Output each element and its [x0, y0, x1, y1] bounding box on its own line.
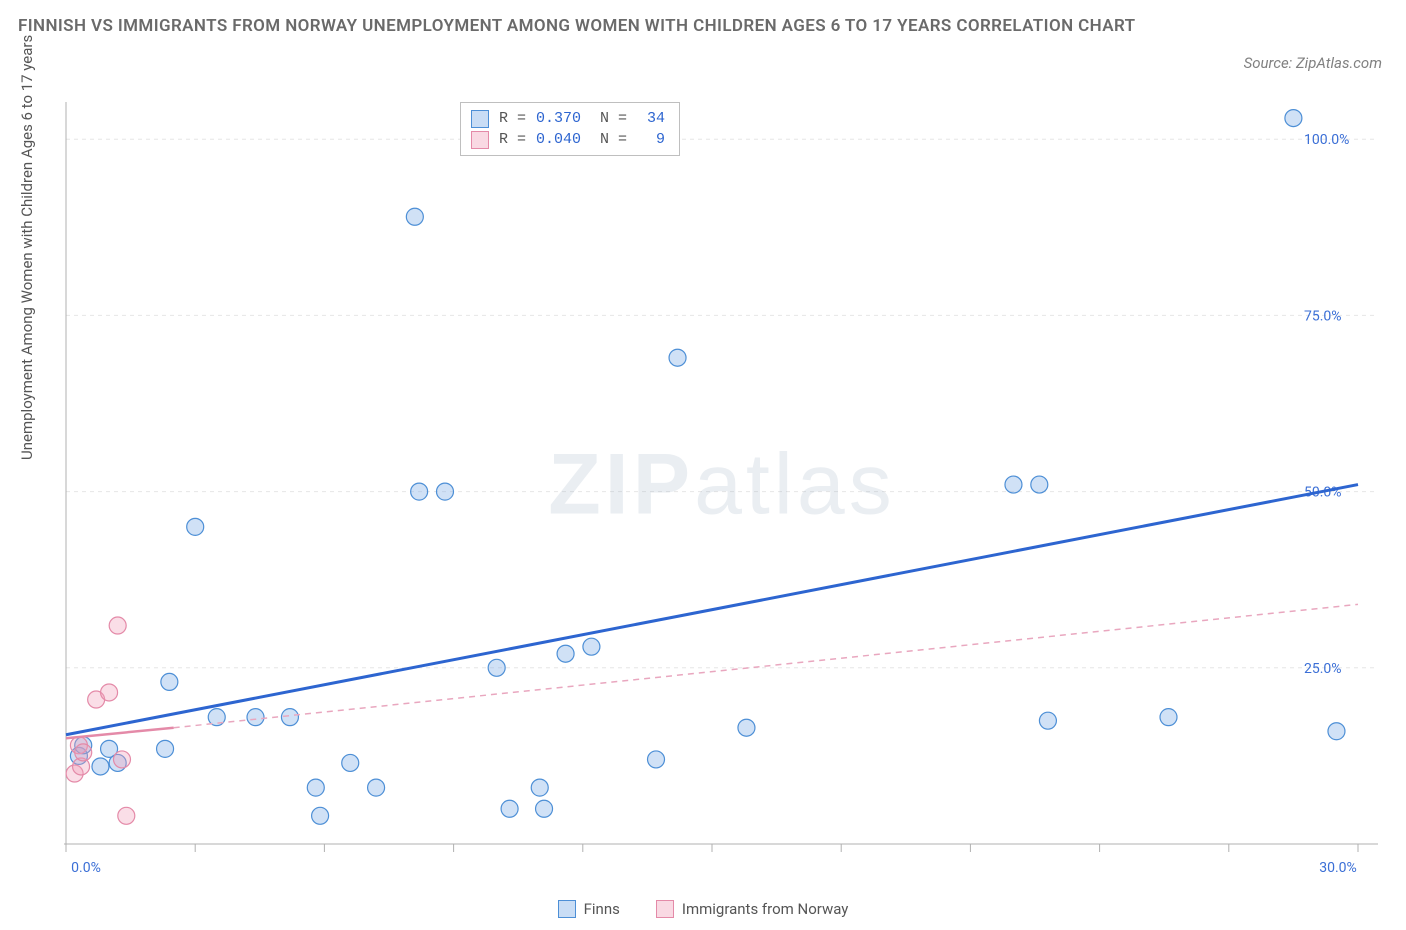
point-finns: [187, 518, 204, 535]
legend-swatch-norway: [656, 900, 674, 918]
point-finns: [738, 719, 755, 736]
point-finns: [583, 638, 600, 655]
point-finns: [1031, 476, 1048, 493]
point-finns: [307, 779, 324, 796]
n-value: 9: [637, 129, 665, 150]
point-finns: [1005, 476, 1022, 493]
point-finns: [342, 754, 359, 771]
point-finns: [557, 645, 574, 662]
trend-line-finns: [66, 485, 1358, 735]
trend-line-norway-extrapolated: [174, 604, 1358, 727]
r-label: R =: [499, 108, 526, 129]
point-finns: [531, 779, 548, 796]
stats-row: R = 0.370 N = 34: [471, 108, 665, 129]
point-norway: [118, 807, 135, 824]
legend-item-norway: Immigrants from Norway: [656, 900, 849, 918]
point-finns: [406, 208, 423, 225]
point-finns: [368, 779, 385, 796]
point-finns: [312, 807, 329, 824]
point-norway: [101, 684, 118, 701]
point-finns: [488, 659, 505, 676]
legend-label: Finns: [584, 900, 620, 918]
plot-svg: 0.0%30.0%25.0%50.0%75.0%100.0%: [62, 100, 1382, 880]
point-finns: [411, 483, 428, 500]
stats-legend-box: R = 0.370 N = 34 R = 0.040 N = 9: [460, 102, 680, 156]
legend-swatch-finns: [558, 900, 576, 918]
chart-title: FINNISH VS IMMIGRANTS FROM NORWAY UNEMPL…: [18, 14, 1138, 40]
n-label: N =: [600, 108, 627, 129]
legend-swatch-finns: [471, 110, 489, 128]
point-finns: [161, 673, 178, 690]
legend-label: Immigrants from Norway: [682, 900, 849, 918]
n-value: 34: [637, 108, 665, 129]
point-finns: [1039, 712, 1056, 729]
point-norway: [113, 751, 130, 768]
r-value: 0.370: [536, 108, 590, 129]
r-label: R =: [499, 129, 526, 150]
y-tick-label: 100.0%: [1304, 132, 1349, 148]
scatter-plot: ZIPatlas 0.0%30.0%25.0%50.0%75.0%100.0%: [62, 100, 1382, 880]
x-tick-label: 30.0%: [1319, 860, 1357, 876]
point-finns: [1328, 723, 1345, 740]
point-finns: [648, 751, 665, 768]
point-norway: [75, 744, 92, 761]
point-finns: [536, 800, 553, 817]
point-finns: [501, 800, 518, 817]
point-finns: [92, 758, 109, 775]
point-finns: [247, 709, 264, 726]
r-value: 0.040: [536, 129, 590, 150]
point-finns: [281, 709, 298, 726]
source-attribution: Source: ZipAtlas.com: [1244, 54, 1382, 72]
y-tick-label: 25.0%: [1304, 661, 1342, 677]
point-norway: [109, 617, 126, 634]
y-tick-label: 75.0%: [1304, 308, 1342, 324]
y-axis-label: Unemployment Among Women with Children A…: [18, 35, 36, 460]
point-finns: [1160, 709, 1177, 726]
x-tick-label: 0.0%: [71, 860, 101, 876]
point-finns: [669, 349, 686, 366]
point-finns: [157, 740, 174, 757]
n-label: N =: [600, 129, 627, 150]
point-finns: [1285, 110, 1302, 127]
legend-swatch-norway: [471, 131, 489, 149]
stats-row: R = 0.040 N = 9: [471, 129, 665, 150]
bottom-legend: Finns Immigrants from Norway: [0, 900, 1406, 922]
legend-item-finns: Finns: [558, 900, 620, 918]
point-finns: [436, 483, 453, 500]
